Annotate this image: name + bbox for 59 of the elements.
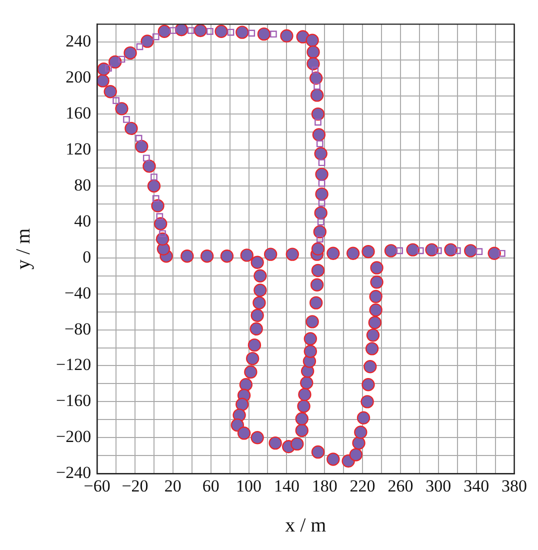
y-tick-label: −40 xyxy=(64,283,92,302)
y-tick-label: 200 xyxy=(66,68,92,87)
y-tick-label: 240 xyxy=(66,32,92,51)
y-tick-label: 160 xyxy=(66,104,92,123)
point xyxy=(317,218,324,226)
x-tick-label: 220 xyxy=(350,476,376,496)
point xyxy=(498,250,506,257)
point xyxy=(152,33,160,40)
point xyxy=(135,134,142,142)
point xyxy=(454,247,461,254)
x-tick-label: 140 xyxy=(274,476,300,496)
x-tick-label: 260 xyxy=(388,476,414,496)
y-axis-title: y / m xyxy=(12,228,34,270)
y-tick-label: 40 xyxy=(74,211,92,230)
x-tick-label: 100 xyxy=(236,476,262,496)
x-tick-label: 380 xyxy=(502,476,527,496)
point xyxy=(434,247,442,254)
point xyxy=(112,97,120,104)
point xyxy=(316,140,324,148)
point xyxy=(159,230,166,238)
point xyxy=(156,213,164,220)
point xyxy=(416,247,424,254)
y-tick-label: 120 xyxy=(66,140,92,158)
point xyxy=(227,28,234,36)
point xyxy=(396,247,403,254)
point xyxy=(136,43,144,50)
x-axis-title: x / m xyxy=(285,514,327,536)
point xyxy=(188,27,194,34)
point xyxy=(142,154,150,162)
y-tick-label: −120 xyxy=(56,355,92,374)
point xyxy=(318,200,326,206)
y-tick-label: −240 xyxy=(56,463,92,482)
x-tick-label: 300 xyxy=(426,476,452,496)
point xyxy=(312,66,319,74)
y-tick-label: −160 xyxy=(56,391,92,410)
point xyxy=(270,30,277,38)
point xyxy=(150,174,158,180)
point xyxy=(170,27,176,34)
y-tick-label: −80 xyxy=(64,319,92,338)
point xyxy=(476,248,483,256)
point xyxy=(206,28,214,35)
point xyxy=(318,180,326,187)
point xyxy=(318,159,326,166)
point xyxy=(105,64,112,72)
point xyxy=(123,116,130,123)
y-tick-label: 0 xyxy=(82,247,92,266)
point xyxy=(118,56,126,63)
x-tick-label: 60 xyxy=(202,476,220,496)
point xyxy=(316,236,324,242)
point xyxy=(152,195,160,202)
point xyxy=(248,30,256,37)
x-tick-label: 180 xyxy=(312,476,338,496)
y-tick-label: 80 xyxy=(74,175,92,194)
x-tick-label: −20 xyxy=(122,476,148,496)
x-tick-label: 20 xyxy=(164,476,182,496)
y-tick-label: −200 xyxy=(56,427,92,446)
point xyxy=(314,118,322,126)
point xyxy=(314,82,320,90)
x-tick-label: 340 xyxy=(464,476,490,496)
